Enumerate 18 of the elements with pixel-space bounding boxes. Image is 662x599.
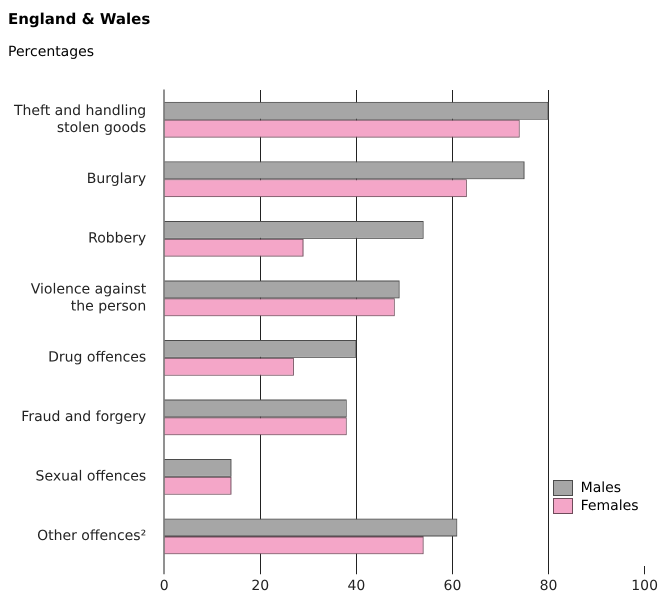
y-tick-label: Drug offences	[48, 350, 146, 366]
x-tick-label: 60	[444, 578, 462, 594]
legend-label: Males	[580, 480, 622, 496]
y-tick-label: Violence against the person	[30, 282, 147, 314]
text: Percentages	[8, 44, 94, 60]
y-tick-label: Fraud and forgery	[21, 409, 146, 426]
y-tick-label: Burglary	[86, 170, 146, 187]
x-tick-label: 0	[160, 578, 169, 594]
y-tick-label: Other offences²	[37, 528, 146, 544]
x-tick-label: 20	[251, 578, 270, 594]
y-tick-label: Sexual offences	[36, 468, 146, 485]
legend-label: Females	[580, 498, 639, 514]
x-tick-label: 100	[631, 578, 658, 594]
x-tick-label: 80	[540, 578, 558, 594]
y-tick-label: Theft and handling stolen goods	[12, 103, 146, 136]
x-tick-label: 40	[347, 578, 366, 594]
chart-title: England & Wales	[8, 10, 150, 28]
y-tick-label: Robbery	[88, 230, 146, 246]
